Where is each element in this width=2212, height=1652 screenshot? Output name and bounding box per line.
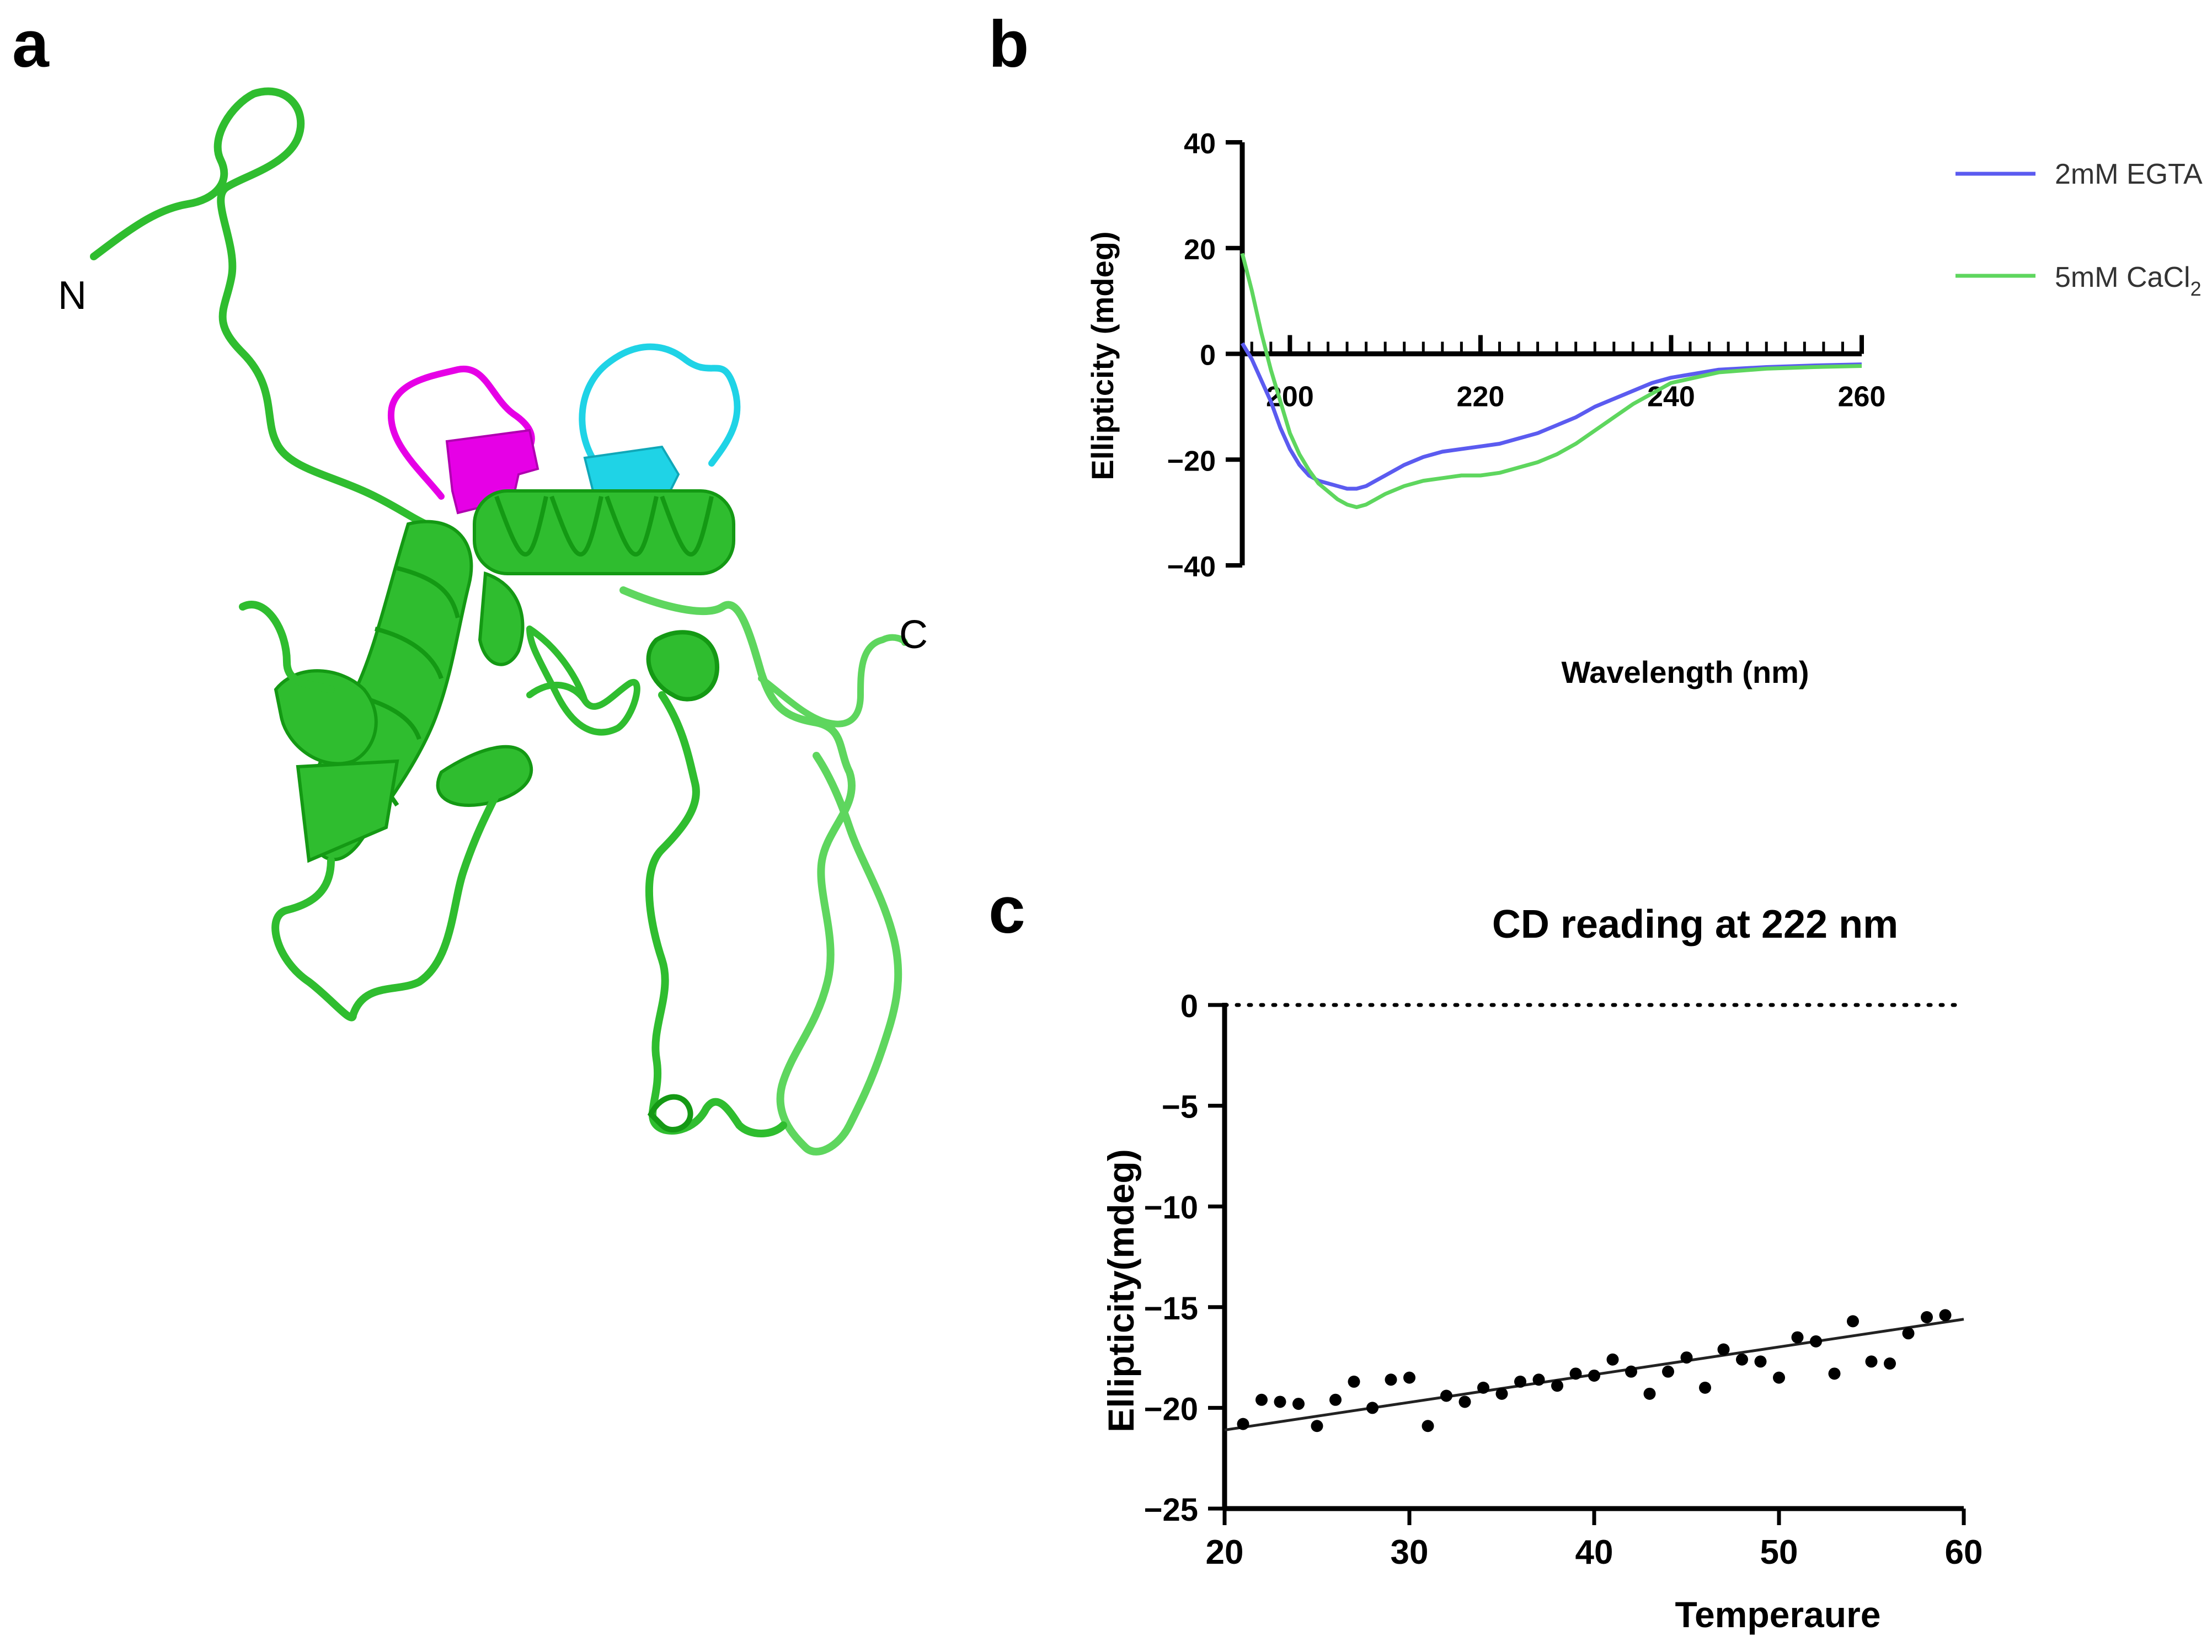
c-data-point <box>1606 1353 1619 1366</box>
c-data-point <box>1255 1393 1268 1406</box>
c-data-point <box>1791 1331 1804 1344</box>
left-helix-stack <box>274 520 533 863</box>
b-y-tick-label: −20 <box>1167 445 1216 477</box>
n-terminus-label: N <box>58 274 87 318</box>
magenta-loop <box>387 365 535 500</box>
right-small-helix <box>646 630 720 702</box>
cd-temperature-chart: CD reading at 222 nm 0 −5 −10 −15 −20 −25 20 3… <box>1100 902 1983 1635</box>
n-terminal-coil <box>90 87 445 533</box>
c-x-tick-label: 60 <box>1945 1533 1983 1571</box>
c-y-tick-label: −5 <box>1162 1089 1198 1125</box>
c-terminal-coil <box>758 634 908 728</box>
c-data-point <box>1643 1387 1656 1400</box>
c-data-point <box>1736 1353 1748 1366</box>
legend-label-egta: 2mM EGTA <box>2055 158 2203 190</box>
b-series-cacl2-line <box>1240 253 1862 510</box>
b-series-group <box>1240 253 1862 510</box>
c-data-point <box>1311 1420 1323 1432</box>
c-data-point <box>1588 1369 1600 1382</box>
c-y-tick-label: −25 <box>1144 1492 1198 1528</box>
c-data-point <box>1477 1381 1489 1394</box>
b-y-tick-label: 40 <box>1184 128 1216 160</box>
b-y-ticks: 40 20 0 −20 −40 <box>1167 128 1242 583</box>
c-x-tick-label: 40 <box>1575 1533 1613 1571</box>
lower-left-coil <box>239 601 500 1022</box>
middle-long-loop <box>645 691 787 1137</box>
c-y-tick-label: 0 <box>1180 988 1198 1024</box>
c-data-point <box>1773 1371 1785 1384</box>
c-data-point <box>1865 1355 1878 1368</box>
b-y-tick-label: −40 <box>1167 551 1216 583</box>
c-data-point <box>1458 1396 1471 1408</box>
b-legend: 2mM EGTA 5mM CaCl2 <box>1955 158 2203 300</box>
horizontal-helix <box>473 489 735 575</box>
panel-c-letter: c <box>989 873 1025 947</box>
c-data-point <box>1569 1367 1582 1380</box>
protein-structure: N C <box>58 87 928 1156</box>
legend-label-cacl2: 5mM CaCl2 <box>2055 261 2202 300</box>
legend-label-cacl2-main: 5mM CaCl <box>2055 261 2190 293</box>
b-x-ticks: 200 220 240 260 <box>1250 335 1886 413</box>
c-chart-title: CD reading at 222 nm <box>1492 902 1898 947</box>
c-data-point <box>1348 1375 1360 1388</box>
c-data-point <box>1440 1389 1452 1402</box>
c-x-ticks: 20 30 40 50 60 <box>1206 1509 1983 1571</box>
c-data-point <box>1902 1327 1915 1340</box>
b-y-tick-label: 20 <box>1184 234 1216 266</box>
b-x-tick-label: 220 <box>1457 381 1505 413</box>
c-data-point <box>1532 1373 1545 1386</box>
bottom-knot <box>647 1094 693 1133</box>
c-data-point <box>1717 1343 1730 1356</box>
c-data-point <box>1292 1398 1305 1410</box>
c-x-tick-label: 30 <box>1391 1533 1429 1571</box>
b-y-tick-label: 0 <box>1200 340 1216 372</box>
c-data-point <box>1847 1315 1859 1328</box>
c-points-group <box>1237 1309 1952 1432</box>
c-data-point <box>1662 1365 1674 1378</box>
b-x-axis-title: Wavelength (nm) <box>1561 655 1809 689</box>
c-data-point <box>1422 1420 1434 1432</box>
c-data-point <box>1921 1311 1933 1324</box>
c-data-point <box>1884 1357 1896 1370</box>
c-data-point <box>1514 1375 1526 1388</box>
c-data-point <box>1366 1402 1379 1414</box>
c-y-tick-label: −10 <box>1144 1190 1198 1226</box>
panel-b-letter: b <box>989 7 1029 81</box>
b-x-tick-label: 240 <box>1647 381 1695 413</box>
c-data-point <box>1385 1373 1397 1386</box>
c-y-axis-title: Ellipticity(mdeg) <box>1100 1149 1141 1432</box>
c-x-axis-title: Temperaure <box>1675 1594 1881 1635</box>
c-data-point <box>1699 1381 1711 1394</box>
c-x-tick-label: 20 <box>1206 1533 1244 1571</box>
c-data-point <box>1754 1355 1767 1368</box>
c-data-point <box>1680 1351 1693 1364</box>
c-data-point <box>1237 1418 1249 1430</box>
c-data-point <box>1403 1371 1415 1384</box>
c-y-tick-label: −15 <box>1144 1291 1198 1327</box>
c-data-point <box>1810 1335 1822 1348</box>
c-data-point <box>1551 1380 1563 1392</box>
legend-label-cacl2-subscript: 2 <box>2190 277 2202 300</box>
c-y-ticks: 0 −5 −10 −15 −20 −25 <box>1144 988 1225 1528</box>
c-x-tick-label: 50 <box>1760 1533 1798 1571</box>
panel-a-letter: a <box>12 7 49 81</box>
cyan-loop <box>579 343 741 467</box>
c-data-point <box>1274 1396 1286 1408</box>
c-data-point <box>1329 1393 1342 1406</box>
c-terminus-label: C <box>899 613 928 657</box>
b-y-axis-title: Ellipticity (mdeg) <box>1085 231 1120 480</box>
c-data-point <box>1495 1387 1508 1400</box>
b-x-tick-label: 260 <box>1838 381 1886 413</box>
c-data-point <box>1828 1367 1841 1380</box>
b-series-egta-line <box>1240 342 1862 491</box>
c-y-tick-label: −20 <box>1144 1391 1198 1427</box>
magenta-helix <box>445 429 539 515</box>
c-data-point <box>1625 1365 1637 1378</box>
central-coil <box>526 625 640 736</box>
c-data-point <box>1939 1309 1952 1322</box>
